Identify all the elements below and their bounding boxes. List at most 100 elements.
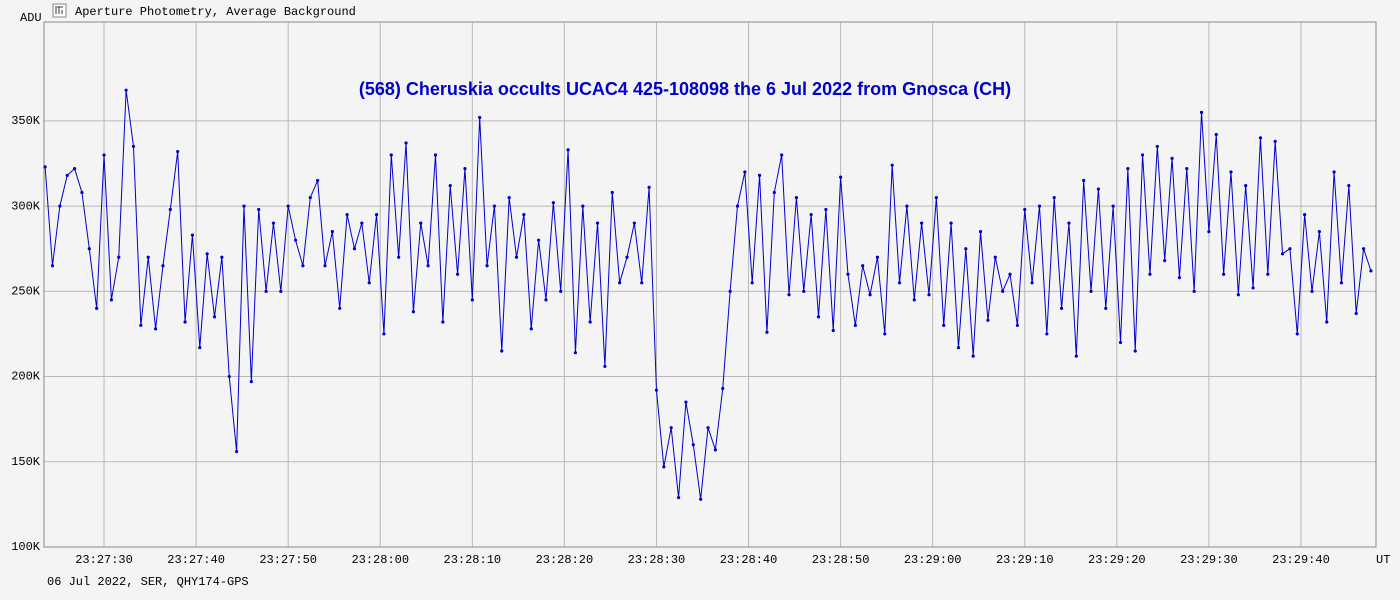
- data-point: [544, 298, 548, 302]
- x-tick-label: 23:29:20: [1088, 553, 1146, 567]
- data-point: [1325, 320, 1329, 324]
- data-point: [242, 204, 246, 208]
- y-tick-label: 250K: [11, 284, 41, 298]
- data-point: [286, 204, 290, 208]
- data-point: [109, 298, 113, 302]
- data-point: [757, 173, 762, 178]
- data-point: [595, 221, 600, 225]
- data-point: [581, 204, 585, 208]
- data-point: [50, 264, 55, 268]
- data-point: [1185, 166, 1189, 171]
- data-point: [293, 238, 298, 242]
- data-point: [861, 264, 865, 268]
- data-point: [190, 233, 195, 237]
- data-point: [205, 252, 209, 256]
- data-point: [367, 281, 371, 285]
- data-point: [1059, 306, 1064, 310]
- data-point: [1192, 289, 1196, 293]
- x-tick-label: 23:28:10: [444, 553, 502, 567]
- data-point: [780, 153, 784, 157]
- data-point: [1089, 289, 1093, 293]
- data-point: [183, 320, 187, 324]
- data-point: [905, 204, 909, 208]
- data-point: [1126, 166, 1130, 171]
- data-point: [220, 255, 224, 259]
- data-point: [964, 247, 968, 251]
- data-point: [212, 315, 217, 319]
- x-tick-label: 23:29:10: [996, 553, 1054, 567]
- x-tick-label: 23:27:40: [167, 553, 225, 567]
- data-point: [426, 264, 430, 268]
- data-point: [986, 318, 990, 322]
- data-point: [1170, 156, 1174, 160]
- data-point: [257, 207, 261, 212]
- data-point: [890, 163, 894, 167]
- data-point: [765, 330, 769, 334]
- data-point: [1280, 252, 1285, 256]
- data-point: [1133, 349, 1137, 353]
- data-point: [1118, 340, 1123, 345]
- data-point: [1030, 281, 1034, 285]
- data-point: [610, 190, 614, 195]
- data-point: [316, 178, 320, 183]
- data-point: [72, 166, 77, 171]
- y-tick-label: 200K: [11, 370, 41, 384]
- data-point: [124, 88, 128, 92]
- data-point: [235, 449, 239, 454]
- data-point: [522, 213, 526, 217]
- data-point: [1074, 354, 1078, 358]
- data-point: [949, 221, 953, 225]
- data-point: [721, 386, 725, 391]
- data-point: [485, 264, 489, 268]
- data-point: [883, 332, 887, 336]
- x-tick-label: 23:28:20: [536, 553, 594, 567]
- data-point: [1251, 286, 1255, 290]
- data-point: [839, 175, 843, 179]
- data-point: [500, 349, 504, 353]
- data-point: [1199, 110, 1204, 114]
- data-point: [927, 293, 931, 297]
- data-point: [728, 289, 732, 293]
- data-point: [978, 230, 983, 234]
- data-point: [625, 255, 629, 259]
- data-point: [1295, 332, 1299, 336]
- data-point: [374, 213, 379, 217]
- data-point: [198, 345, 202, 350]
- data-point: [942, 323, 946, 328]
- data-point: [360, 221, 364, 225]
- data-point: [1148, 272, 1152, 276]
- data-point: [43, 165, 47, 169]
- window-icon-glyph: [55, 6, 63, 14]
- data-point: [1008, 272, 1012, 276]
- x-tick-label: 23:29:40: [1272, 553, 1330, 567]
- data-point: [1140, 153, 1145, 157]
- data-point: [1082, 178, 1086, 183]
- data-point: [1369, 269, 1373, 273]
- data-point: [647, 185, 651, 189]
- x-tick-label: 23:28:40: [720, 553, 778, 567]
- chart-title: (568) Cheruskia occults UCAC4 425-108098…: [359, 79, 1011, 99]
- x-tick-label: 23:29:00: [904, 553, 962, 567]
- y-tick-label: 350K: [11, 114, 41, 128]
- data-point: [1361, 247, 1366, 251]
- y-axis-label: ADU: [20, 11, 42, 25]
- data-point: [264, 289, 268, 293]
- data-point: [824, 207, 828, 212]
- x-tick-label: 23:29:30: [1180, 553, 1238, 567]
- data-point: [618, 281, 622, 285]
- y-tick-label: 100K: [11, 540, 41, 554]
- data-point: [1244, 184, 1248, 188]
- data-point: [956, 345, 961, 350]
- plot-frame: [43, 21, 1377, 548]
- data-point: [301, 264, 305, 268]
- data-point: [1096, 187, 1101, 191]
- x-tick-label: 23:28:50: [812, 553, 870, 567]
- data-point: [794, 195, 799, 200]
- y-tick-label: 150K: [11, 455, 41, 469]
- data-point: [684, 400, 688, 404]
- data-point: [131, 144, 136, 149]
- data-point: [868, 293, 872, 297]
- data-point: [1001, 289, 1005, 293]
- data-point: [1332, 170, 1336, 174]
- x-tick-label: 23:27:50: [259, 553, 317, 567]
